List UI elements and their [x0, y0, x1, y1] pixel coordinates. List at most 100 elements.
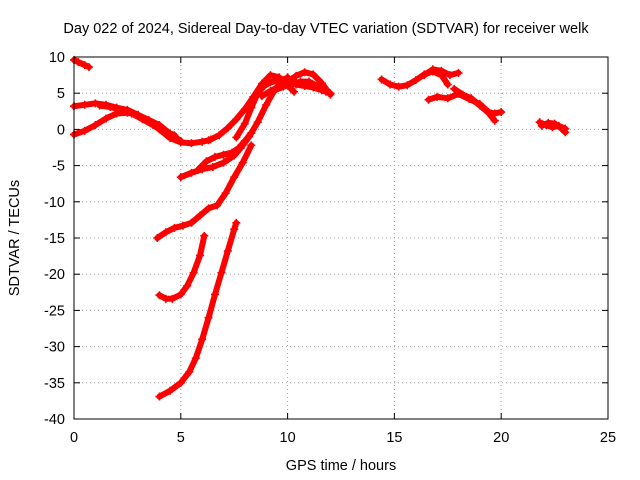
- data-point-marker: [290, 87, 299, 96]
- plot-frame: [73, 56, 609, 420]
- data-point-marker: [433, 92, 442, 101]
- x-tick-label: 20: [493, 430, 509, 446]
- y-tick-label: -5: [52, 159, 65, 175]
- data-point-marker: [155, 392, 164, 401]
- data-point-marker: [91, 121, 100, 130]
- data-point-marker: [210, 290, 219, 299]
- series-track-12: [156, 232, 208, 302]
- data-point-marker: [155, 291, 164, 300]
- y-axis-label: SDTVAR / TECUs: [7, 180, 23, 296]
- data-point-marker: [403, 81, 412, 90]
- grid-lines: [74, 57, 608, 419]
- data-point-marker: [170, 131, 179, 140]
- data-point-marker: [424, 95, 433, 104]
- x-tick-label: 15: [386, 430, 402, 446]
- data-point-marker: [200, 231, 209, 240]
- data-point-marker: [238, 158, 247, 167]
- data-point-marker: [198, 335, 207, 344]
- data-point-marker: [223, 123, 232, 132]
- data-point-marker: [240, 136, 249, 145]
- data-point-marker: [191, 354, 200, 363]
- data-point-marker: [377, 75, 386, 84]
- y-tick-label: 10: [49, 50, 65, 66]
- data-point-marker: [420, 71, 429, 80]
- y-tick-label: -25: [44, 303, 65, 319]
- data-point-marker: [210, 152, 219, 161]
- data-point-marker: [490, 116, 499, 125]
- data-point-marker: [445, 71, 454, 80]
- data-point-marker: [187, 168, 196, 177]
- data-point-marker: [219, 150, 228, 159]
- data-point-marker: [189, 268, 198, 277]
- data-point-marker: [326, 90, 335, 99]
- x-axis-label: GPS time / hours: [286, 458, 396, 474]
- data-point-marker: [260, 81, 269, 90]
- data-point-marker: [247, 103, 256, 112]
- data-point-marker: [176, 378, 185, 387]
- data-point-marker: [322, 87, 331, 96]
- data-point-marker: [443, 94, 452, 103]
- data-point-marker: [80, 100, 89, 109]
- data-point-marker: [257, 92, 266, 101]
- data-point-marker: [161, 228, 170, 237]
- data-point-marker: [561, 128, 570, 137]
- data-point-marker: [411, 76, 420, 85]
- series-track-17: [451, 85, 498, 124]
- y-tick-label: -40: [44, 412, 65, 428]
- data-point-marker: [300, 68, 309, 77]
- data-point-marker: [270, 86, 279, 95]
- x-tick-label: 25: [600, 430, 616, 446]
- x-tick-label: 10: [280, 430, 296, 446]
- data-point-marker: [443, 80, 452, 89]
- data-point-marker: [170, 223, 179, 232]
- data-point-marker: [74, 58, 83, 67]
- data-point-marker: [262, 100, 271, 109]
- data-point-marker: [168, 294, 177, 303]
- data-point-marker: [187, 218, 196, 227]
- data-point-marker: [266, 78, 275, 87]
- data-point-marker: [287, 79, 296, 88]
- data-point-marker: [386, 80, 395, 89]
- data-point-marker: [176, 290, 185, 299]
- data-point-marker: [437, 66, 446, 75]
- data-point-marker: [309, 70, 318, 79]
- data-point-marker: [232, 115, 241, 124]
- data-point-marker: [253, 118, 262, 127]
- data-point-marker: [215, 131, 224, 140]
- data-point-marker: [454, 68, 463, 77]
- data-point-marker: [95, 101, 104, 110]
- data-point-marker: [221, 189, 230, 198]
- data-point-marker: [304, 77, 313, 86]
- data-point-marker: [102, 114, 111, 123]
- data-point-marker: [232, 218, 241, 227]
- data-point-marker: [166, 386, 175, 395]
- series-track-1: [71, 56, 92, 71]
- data-point-marker: [176, 173, 185, 182]
- data-point-marker: [149, 121, 158, 130]
- x-tick-label: 0: [70, 430, 78, 446]
- data-point-marker: [176, 136, 185, 145]
- data-point-marker: [219, 158, 228, 167]
- data-point-marker: [234, 144, 243, 153]
- data-point-marker: [292, 71, 301, 80]
- data-point-marker: [106, 102, 115, 111]
- data-point-marker: [247, 129, 256, 138]
- data-point-marker: [475, 101, 484, 110]
- y-tick-label: -35: [44, 376, 65, 392]
- data-point-marker: [84, 63, 93, 72]
- x-tick-label: 5: [177, 430, 185, 446]
- data-point-marker: [217, 268, 226, 277]
- data-series: [70, 55, 570, 401]
- data-point-marker: [178, 221, 187, 230]
- y-tick-label: 0: [57, 122, 65, 138]
- data-point-marker: [232, 133, 241, 142]
- data-point-marker: [497, 108, 506, 117]
- data-point-marker: [116, 105, 125, 114]
- data-point-marker: [537, 121, 546, 130]
- data-point-marker: [185, 367, 194, 376]
- data-point-marker: [428, 65, 437, 74]
- tick-labels: 0 5 10 15 20 25 10 5 0 -5 -10 -15 -20 -25 -30 -35 -40: [44, 50, 616, 446]
- data-point-marker: [279, 82, 288, 91]
- data-point-marker: [159, 126, 168, 135]
